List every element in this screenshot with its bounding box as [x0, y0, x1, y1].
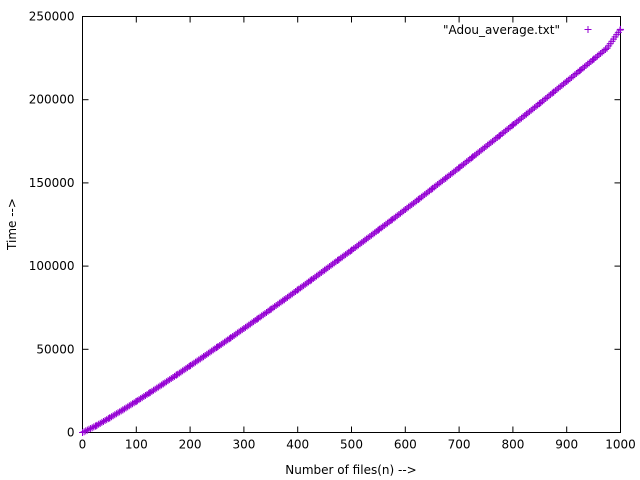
y-tick-label: 0: [67, 426, 75, 440]
legend-label: "Adou_average.txt": [443, 23, 560, 37]
x-tick-label: 0: [79, 438, 87, 452]
x-axis-title: Number of files(n) -->: [285, 463, 416, 477]
legend-marker-plus: [584, 26, 592, 33]
y-tick-label: 100000: [29, 259, 75, 273]
data-point: [88, 424, 96, 432]
x-tick-label: 300: [232, 438, 255, 452]
x-tick-label: 500: [340, 438, 363, 452]
x-tick-label: 700: [448, 438, 471, 452]
plot-frame: [82, 16, 621, 433]
y-tick-label: 50000: [36, 342, 74, 356]
x-tick-label: 600: [394, 438, 417, 452]
data-point: [616, 26, 624, 34]
x-tick-label: 100: [125, 438, 148, 452]
data-point: [85, 425, 93, 433]
data-point: [80, 428, 88, 436]
x-tick-label: 1000: [605, 438, 636, 452]
data-point: [601, 45, 609, 53]
data-point: [83, 426, 91, 434]
x-tick-label: 900: [555, 438, 578, 452]
axis-ticks: 0 100 200 300 400 500 600 700 800 900 1000 0 50000 10…: [29, 10, 636, 452]
y-tick-label: 200000: [29, 93, 75, 107]
x-tick-label: 400: [286, 438, 309, 452]
data-point: [87, 425, 95, 433]
y-tick-label: 250000: [29, 10, 75, 24]
data-point: [90, 423, 98, 431]
legend: "Adou_average.txt": [443, 23, 592, 37]
data-point: [91, 422, 99, 430]
data-point: [79, 429, 86, 436]
y-axis-title: Time -->: [5, 198, 19, 251]
x-tick-label: 800: [501, 438, 524, 452]
y-tick-label: 150000: [29, 176, 75, 190]
x-tick-label: 200: [179, 438, 202, 452]
data-points: [79, 25, 624, 436]
legend-marker: [584, 26, 592, 33]
data-point: [82, 427, 90, 435]
